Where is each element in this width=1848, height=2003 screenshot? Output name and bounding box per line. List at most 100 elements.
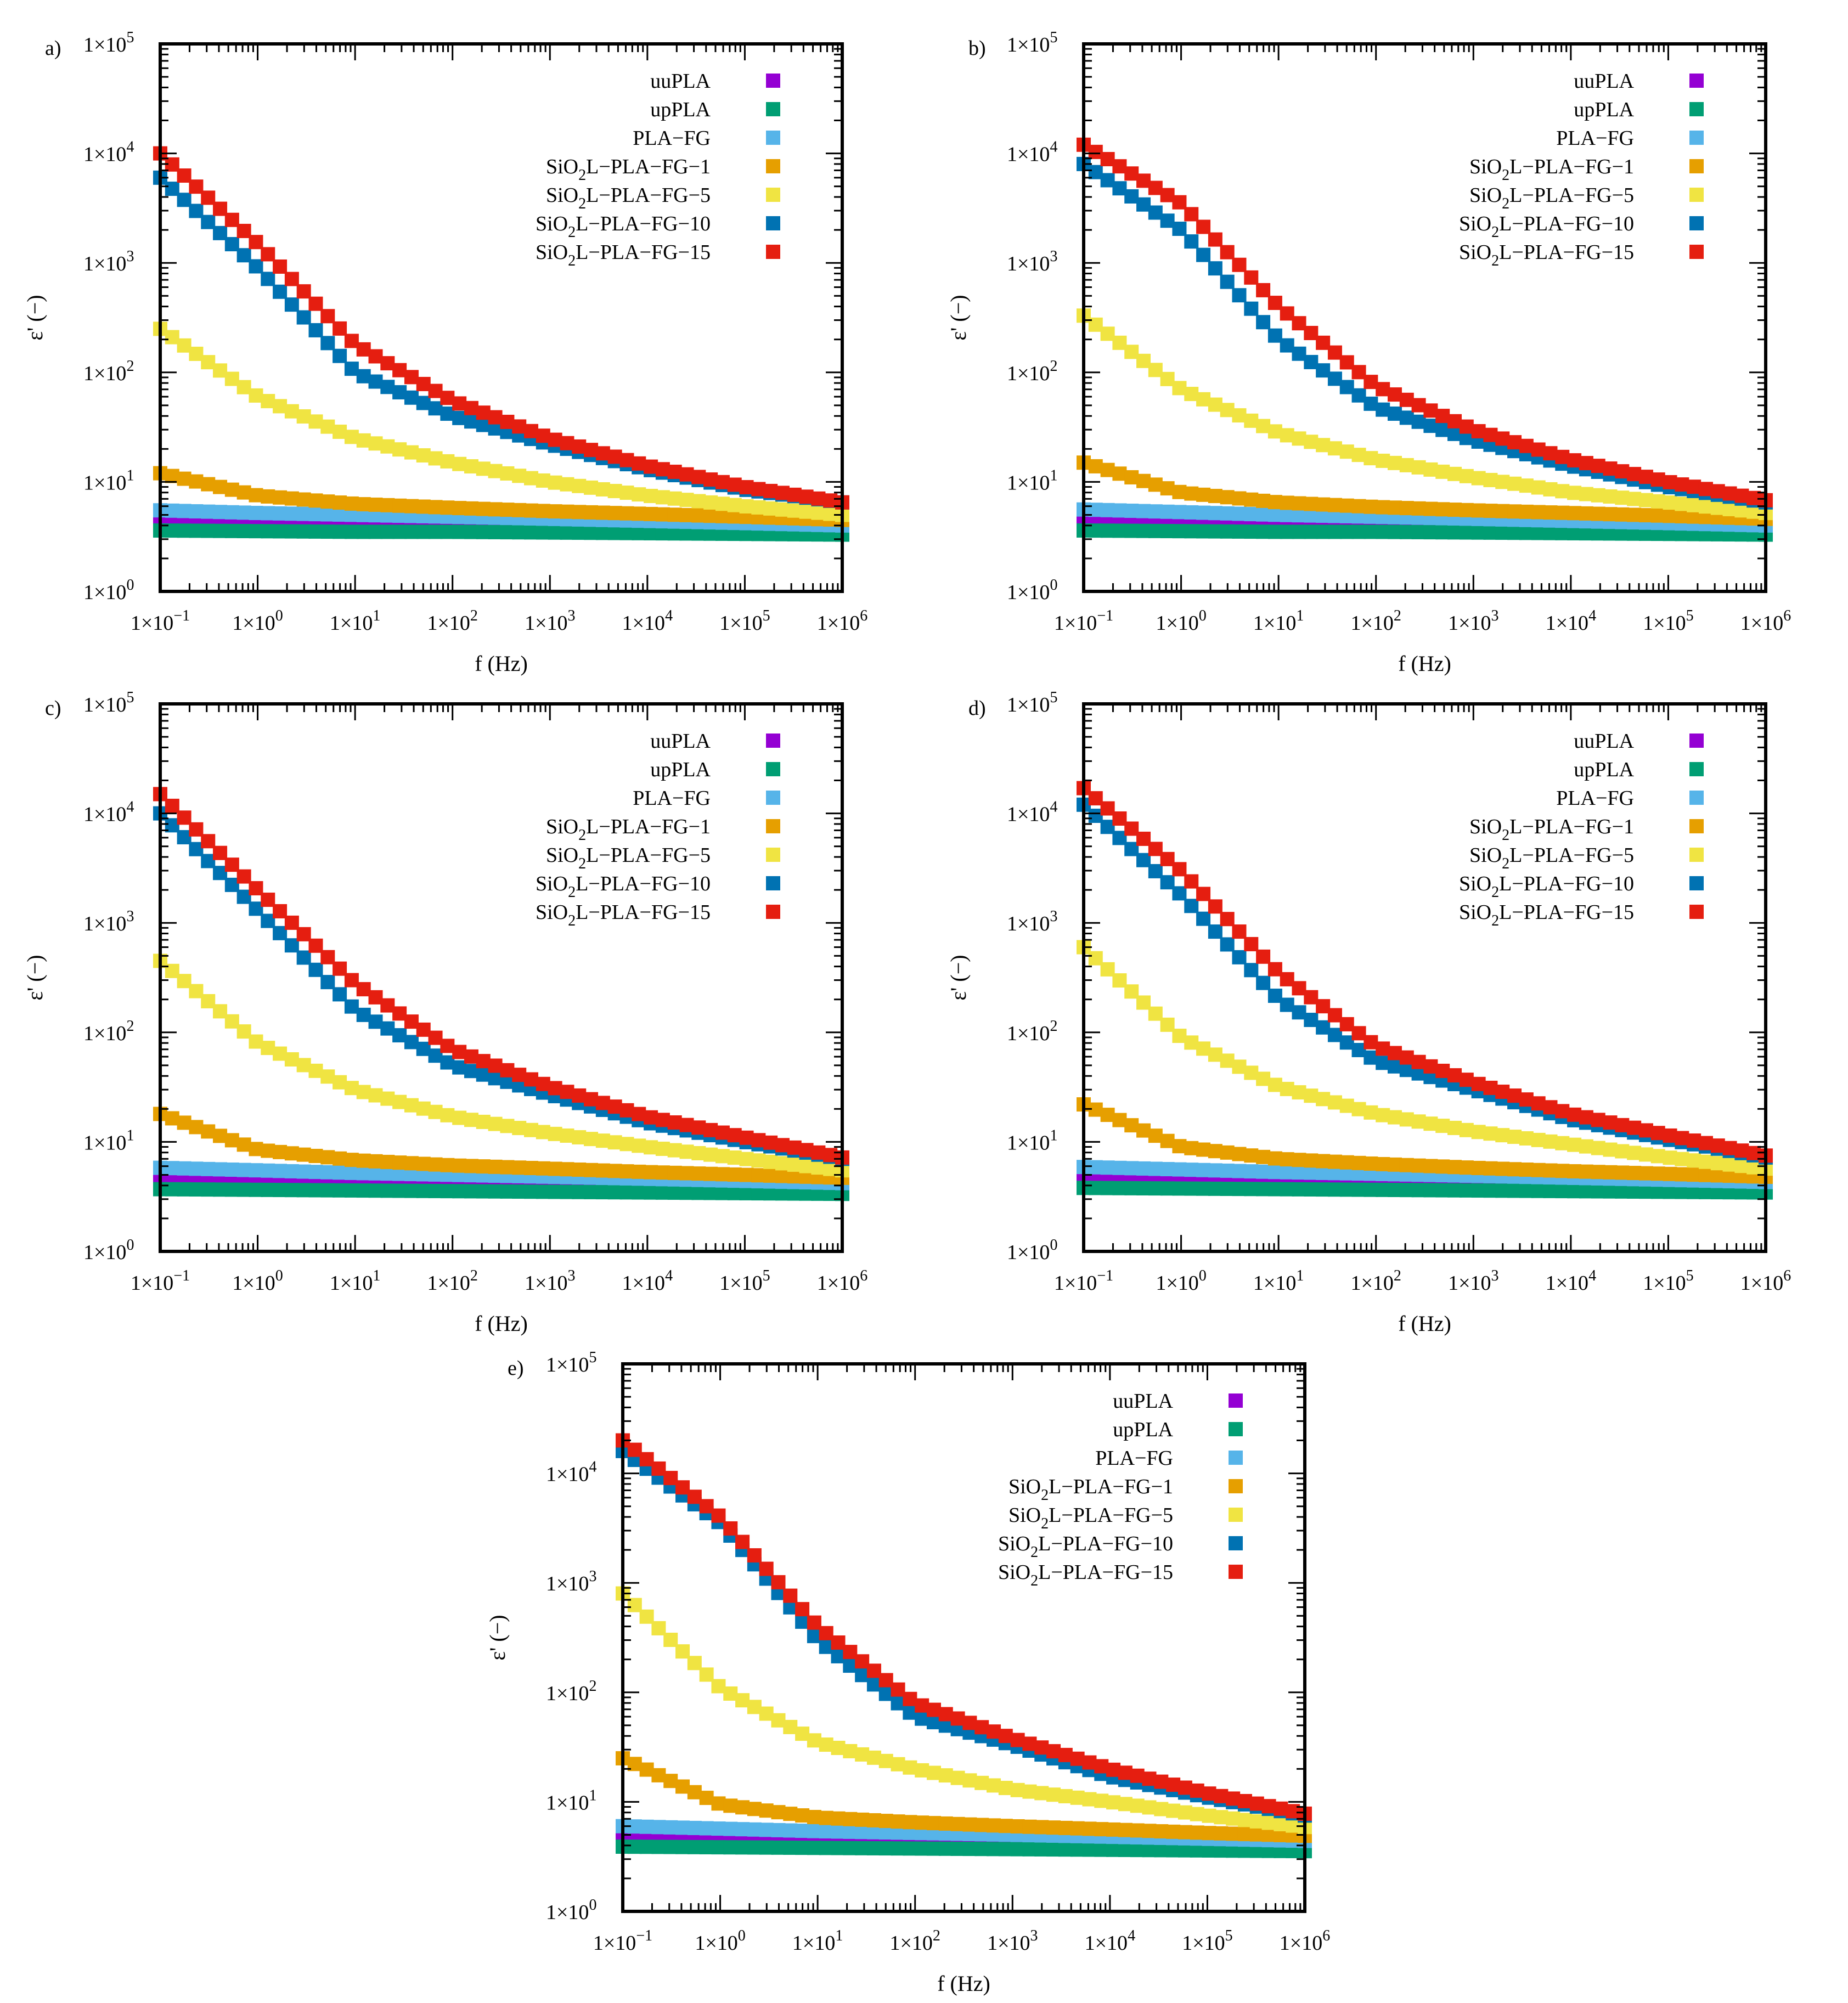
text-span: 4 bbox=[1050, 799, 1057, 816]
data-point bbox=[1124, 345, 1139, 359]
data-point bbox=[404, 499, 419, 514]
data-point bbox=[512, 1068, 527, 1082]
data-point bbox=[404, 1014, 419, 1029]
text-span: 0 bbox=[1050, 577, 1057, 594]
data-markers bbox=[1077, 137, 1773, 542]
data-point bbox=[1256, 524, 1271, 539]
legend-swatch bbox=[766, 131, 780, 145]
data-point bbox=[663, 1820, 678, 1835]
data-point bbox=[1483, 427, 1498, 442]
data-point bbox=[476, 524, 491, 539]
text-span: 5 bbox=[1686, 607, 1694, 624]
data-point bbox=[1339, 1155, 1354, 1170]
data-point bbox=[1226, 1826, 1241, 1841]
data-point bbox=[548, 1184, 562, 1199]
text-span: 1×10 bbox=[83, 252, 126, 275]
data-point bbox=[739, 1152, 754, 1166]
data-point bbox=[524, 1184, 539, 1199]
data-point bbox=[1471, 1160, 1486, 1175]
data-point bbox=[308, 296, 323, 311]
data-point bbox=[1411, 414, 1426, 429]
data-point bbox=[1591, 1113, 1605, 1127]
data-point bbox=[1232, 1147, 1247, 1161]
data-point bbox=[440, 1184, 455, 1199]
text-span: 4 bbox=[1588, 1267, 1596, 1284]
data-point bbox=[1555, 484, 1570, 499]
data-point bbox=[284, 1146, 299, 1161]
data-point bbox=[1543, 1134, 1558, 1149]
axis-ticks bbox=[159, 43, 843, 593]
data-point bbox=[1010, 1782, 1025, 1797]
data-point bbox=[320, 507, 335, 522]
data-point bbox=[1196, 887, 1211, 901]
data-point bbox=[261, 524, 275, 539]
text-span: 6 bbox=[1322, 1927, 1330, 1944]
x-tick-label: 1×104 bbox=[622, 607, 673, 635]
text-span: 3 bbox=[568, 1267, 576, 1284]
data-point bbox=[819, 1841, 833, 1855]
data-point bbox=[1495, 1161, 1510, 1176]
data-point bbox=[1327, 371, 1342, 386]
data-point bbox=[249, 1142, 263, 1156]
data-point bbox=[607, 526, 622, 540]
text-span: 5 bbox=[1686, 1267, 1694, 1284]
data-point bbox=[296, 506, 311, 521]
text-span: upPLA bbox=[1574, 98, 1634, 121]
data-point bbox=[1256, 419, 1271, 433]
data-point bbox=[1208, 899, 1222, 914]
data-point bbox=[1650, 1184, 1665, 1199]
x-tick-label: 1×101 bbox=[330, 607, 380, 635]
data-point bbox=[1172, 862, 1187, 877]
data-point bbox=[213, 845, 228, 860]
data-point bbox=[739, 1167, 754, 1182]
data-point bbox=[1650, 1166, 1665, 1181]
data-point bbox=[1495, 526, 1510, 540]
data-point bbox=[213, 1182, 228, 1197]
data-point bbox=[356, 369, 371, 383]
data-point bbox=[1100, 326, 1115, 341]
data-point bbox=[938, 1707, 953, 1722]
data-point bbox=[1148, 205, 1163, 220]
data-point bbox=[189, 346, 204, 361]
data-point bbox=[1256, 493, 1271, 508]
data-point bbox=[747, 1700, 762, 1714]
data-point bbox=[416, 1156, 431, 1171]
data-point bbox=[273, 524, 288, 539]
plot-frame bbox=[1082, 702, 1767, 1253]
data-point bbox=[584, 1184, 599, 1199]
data-point bbox=[249, 901, 263, 916]
data-point bbox=[261, 1163, 275, 1178]
data-point bbox=[1136, 504, 1151, 518]
data-point bbox=[771, 1575, 786, 1590]
text-span: upPLA bbox=[1113, 1418, 1173, 1441]
text-span: 2 bbox=[1491, 252, 1499, 269]
data-point bbox=[1471, 1125, 1486, 1139]
data-point bbox=[1376, 1041, 1390, 1056]
data-point bbox=[356, 1153, 371, 1168]
data-point bbox=[1650, 1149, 1665, 1164]
data-point bbox=[739, 1130, 754, 1145]
data-point bbox=[1687, 1167, 1701, 1182]
data-point bbox=[775, 1138, 790, 1153]
data-point bbox=[1507, 1088, 1522, 1103]
data-point bbox=[189, 984, 204, 998]
data-point bbox=[1519, 438, 1534, 453]
data-point bbox=[1483, 1161, 1498, 1176]
data-point bbox=[699, 1791, 714, 1805]
data-point bbox=[273, 1144, 288, 1159]
data-point bbox=[807, 1615, 821, 1630]
x-axis-label: f (Hz) bbox=[475, 1311, 528, 1336]
data-point bbox=[1118, 1823, 1133, 1837]
data-point bbox=[1483, 1183, 1498, 1198]
text-span: 1×10 bbox=[546, 1572, 589, 1595]
data-point bbox=[1160, 504, 1175, 519]
text-span: L−PLA−FG−15 bbox=[1499, 241, 1634, 264]
data-point bbox=[703, 1166, 718, 1181]
data-point bbox=[1638, 470, 1653, 484]
data-point bbox=[1232, 506, 1247, 521]
data-point bbox=[177, 168, 191, 183]
data-point bbox=[711, 1679, 726, 1694]
data-point bbox=[488, 464, 503, 478]
data-point bbox=[464, 1113, 478, 1127]
data-point bbox=[1591, 506, 1605, 521]
